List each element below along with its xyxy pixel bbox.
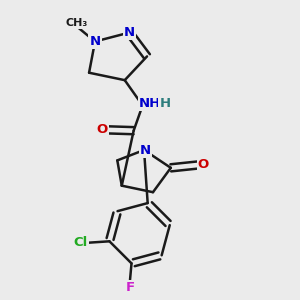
Text: CH₃: CH₃ bbox=[65, 18, 87, 28]
Text: N: N bbox=[89, 35, 100, 48]
Text: NH: NH bbox=[139, 98, 161, 110]
Text: O: O bbox=[198, 158, 209, 171]
Text: F: F bbox=[125, 280, 135, 294]
Text: O: O bbox=[96, 123, 107, 136]
Text: N: N bbox=[124, 26, 135, 39]
Text: H: H bbox=[159, 98, 170, 110]
Text: Cl: Cl bbox=[74, 236, 88, 249]
Text: N: N bbox=[140, 143, 151, 157]
